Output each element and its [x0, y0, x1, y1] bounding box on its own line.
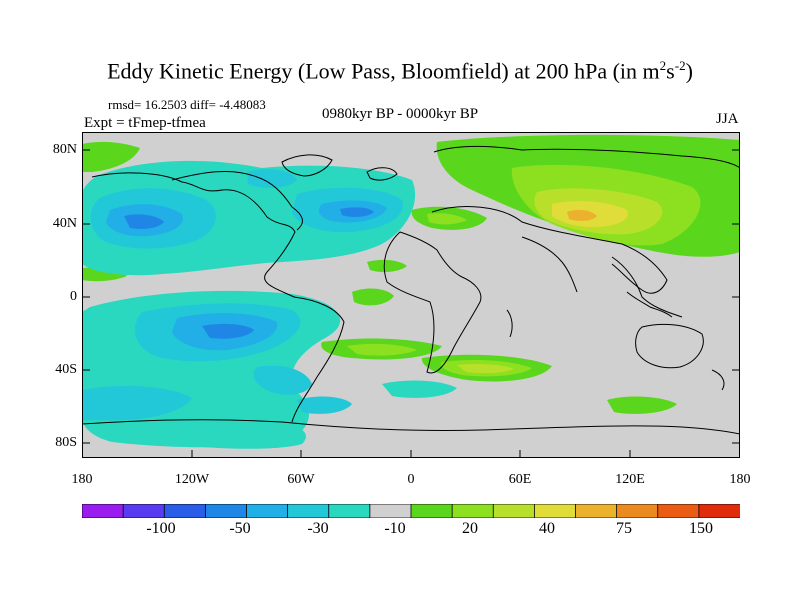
colorbar-swatch — [163, 504, 207, 518]
y-label-40n: 40N — [52, 216, 77, 231]
colorbar — [82, 504, 740, 518]
positive-anomaly-regions — [82, 134, 740, 414]
period-label: 0980kyr BP - 0000kyr BP — [322, 106, 479, 122]
colorbar-swatch — [410, 504, 454, 518]
colorbar-swatch — [122, 504, 166, 518]
colorbar-label: 40 — [539, 520, 555, 537]
colorbar-label: -30 — [307, 520, 329, 537]
y-label-80n: 80N — [52, 142, 77, 157]
colorbar-swatch — [369, 504, 412, 518]
colorbar-label: -50 — [229, 520, 251, 537]
colorbar-swatch — [657, 504, 700, 518]
colorbar-swatch — [287, 504, 330, 518]
y-label-40s: 40S — [55, 362, 77, 377]
x-label-180e: 180 — [729, 472, 751, 487]
x-label-180w: 180 — [71, 472, 93, 487]
stats-text: rmsd= 16.2503 diff= -4.48083 — [108, 97, 266, 112]
x-label-0: 0 — [407, 472, 415, 487]
colorbar-swatch — [575, 504, 618, 518]
experiment-label: Expt = tFmep-tfmea — [84, 115, 206, 131]
x-label-120e: 120E — [615, 472, 645, 487]
x-label-60e: 60E — [508, 472, 532, 487]
x-label-120w: 120W — [174, 472, 210, 487]
colorbar-label: 20 — [462, 520, 478, 537]
map-plot — [82, 132, 740, 458]
y-label-0: 0 — [70, 289, 77, 304]
colorbar-label: -10 — [384, 520, 406, 537]
axis-ticks — [82, 149, 740, 458]
colorbar-swatch — [246, 504, 289, 518]
x-label-60w: 60W — [287, 472, 315, 487]
negative-anomaly-regions — [82, 160, 457, 449]
colorbar-swatch — [204, 504, 248, 518]
colorbar-label: 75 — [616, 520, 632, 537]
colorbar-label: -100 — [146, 520, 176, 537]
colorbar-swatch — [82, 504, 125, 518]
colorbar-swatch — [616, 504, 659, 518]
season-label: JJA — [716, 111, 739, 127]
plot-title: Eddy Kinetic Energy (Low Pass, Bloomfiel… — [107, 58, 693, 84]
colorbar-swatch — [533, 504, 577, 518]
colorbar-swatch — [698, 504, 740, 518]
y-label-80s: 80S — [55, 435, 77, 450]
colorbar-swatch — [328, 504, 371, 518]
colorbar-label: 150 — [689, 520, 713, 537]
colorbar-swatch — [451, 504, 495, 518]
colorbar-swatch — [492, 504, 536, 518]
coastlines — [82, 145, 740, 435]
